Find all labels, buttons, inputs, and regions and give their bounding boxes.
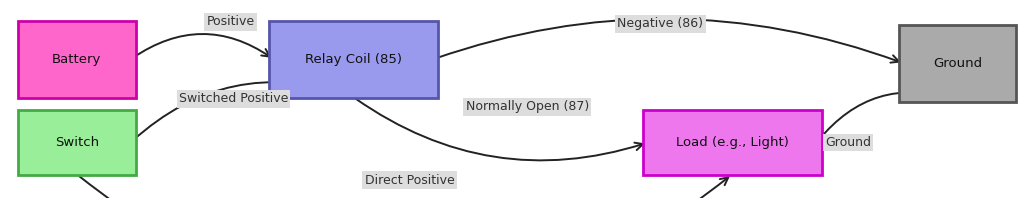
Text: Switch: Switch — [54, 136, 99, 149]
Text: Battery: Battery — [52, 53, 101, 66]
FancyBboxPatch shape — [268, 21, 438, 98]
Text: Normally Open (87): Normally Open (87) — [466, 100, 589, 113]
FancyBboxPatch shape — [643, 110, 821, 175]
Text: Ground: Ground — [933, 57, 982, 70]
Text: Negative (86): Negative (86) — [617, 17, 703, 30]
Text: Load (e.g., Light): Load (e.g., Light) — [676, 136, 788, 149]
Text: Positive: Positive — [207, 15, 254, 28]
Text: Switched Positive: Switched Positive — [179, 92, 288, 106]
Text: Relay Coil (85): Relay Coil (85) — [305, 53, 401, 66]
FancyBboxPatch shape — [17, 110, 135, 175]
Text: Ground: Ground — [825, 136, 870, 149]
Text: Direct Positive: Direct Positive — [365, 174, 455, 187]
FancyBboxPatch shape — [899, 25, 1016, 102]
FancyBboxPatch shape — [17, 21, 135, 98]
